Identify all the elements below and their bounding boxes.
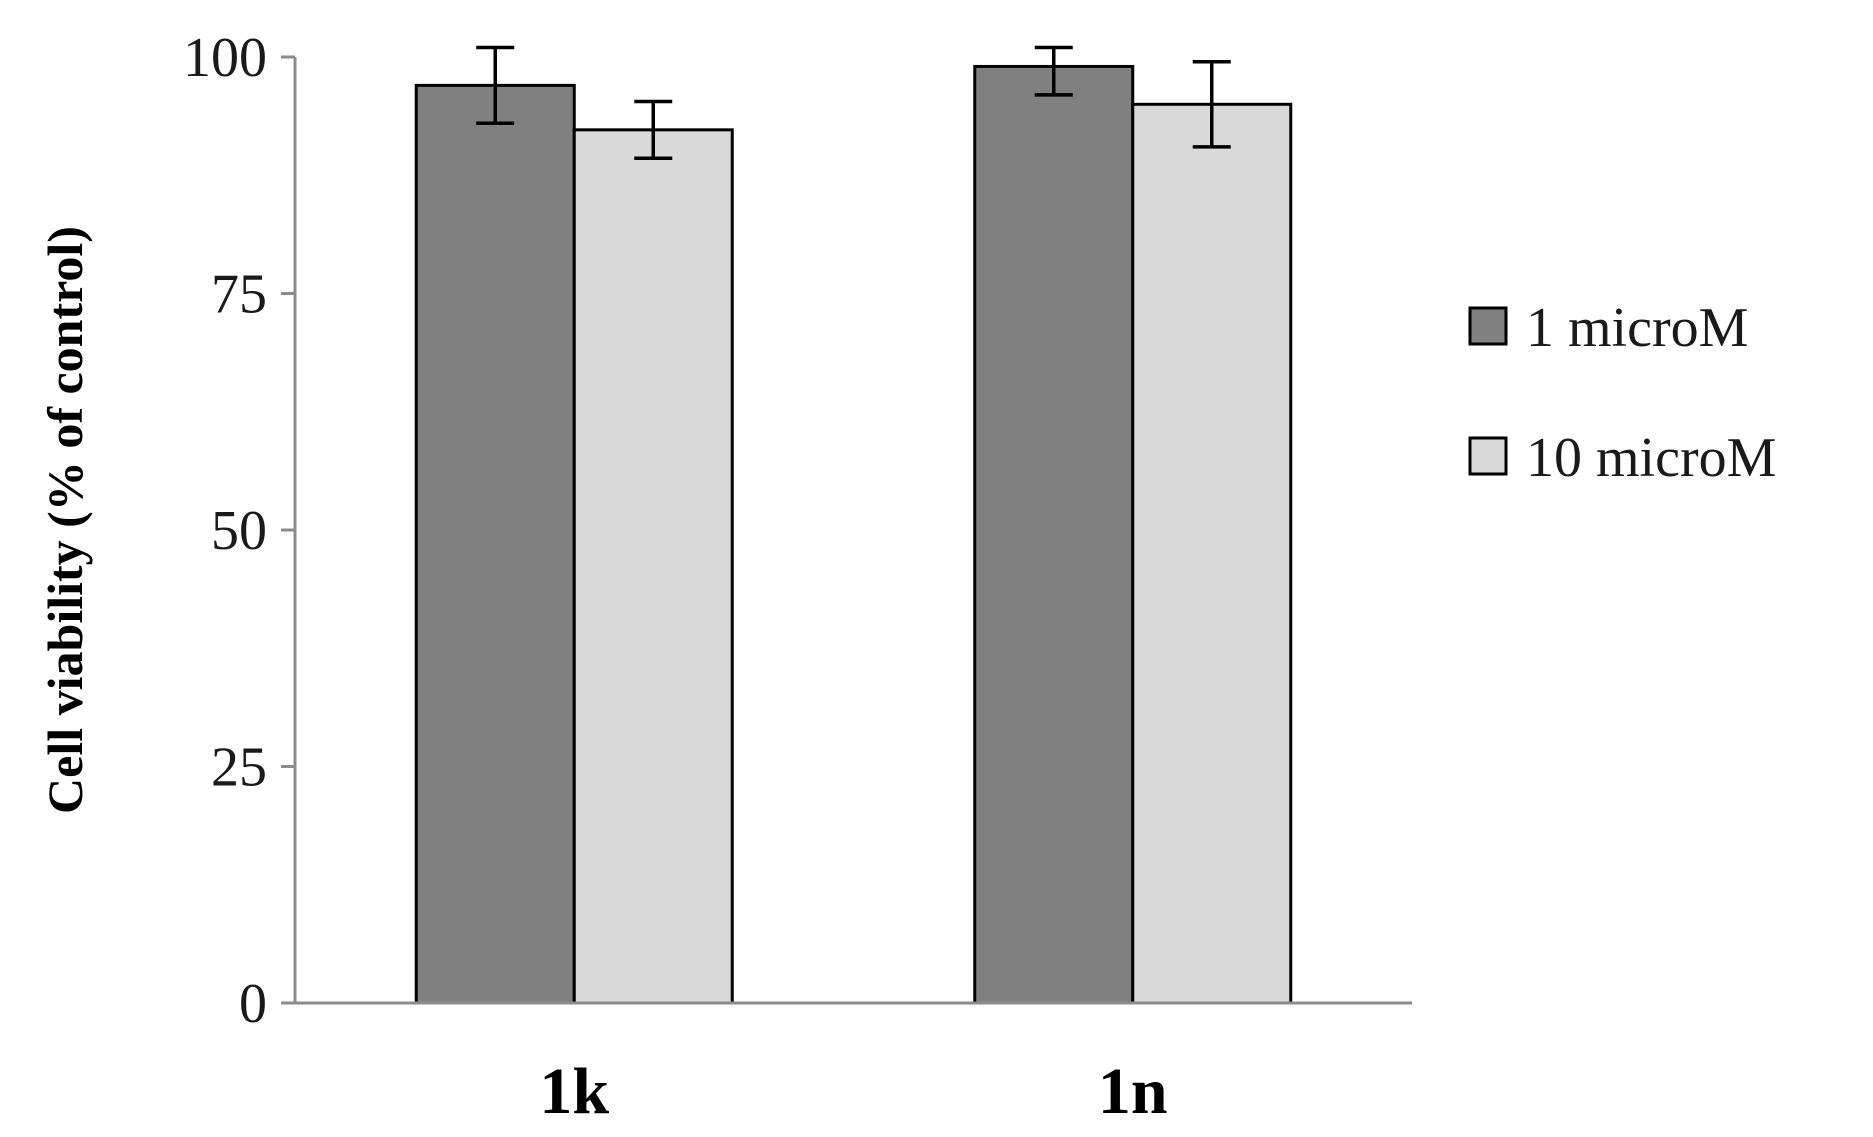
error-bars xyxy=(476,45,1231,160)
legend-swatch xyxy=(1468,306,1508,346)
y-axis-label: Cell viability (% of control) xyxy=(37,226,93,814)
x-axis: 1k 1n xyxy=(295,1001,1412,1128)
legend-label: 1 microM xyxy=(1526,297,1748,359)
legend-label: 10 microM xyxy=(1526,427,1776,489)
x-tick-label: 1k xyxy=(539,1055,609,1128)
legend: 1 microM 10 microM xyxy=(1468,297,1776,489)
bar-1n-2 xyxy=(1131,102,1293,1005)
y-axis: 0 25 50 75 100 xyxy=(183,27,297,1035)
y-tick-label: 50 xyxy=(211,500,267,562)
y-tick-label: 0 xyxy=(239,973,267,1035)
y-tick-label: 75 xyxy=(211,264,267,326)
bar-1n-1 xyxy=(973,64,1135,1005)
bars xyxy=(414,64,1293,1005)
y-tick-label: 100 xyxy=(183,27,267,89)
y-tick-label: 25 xyxy=(211,737,267,799)
bar-1k-2 xyxy=(572,128,734,1005)
legend-swatch xyxy=(1468,436,1508,476)
x-tick-label: 1n xyxy=(1098,1055,1168,1128)
bar-1k-1 xyxy=(414,83,576,1005)
